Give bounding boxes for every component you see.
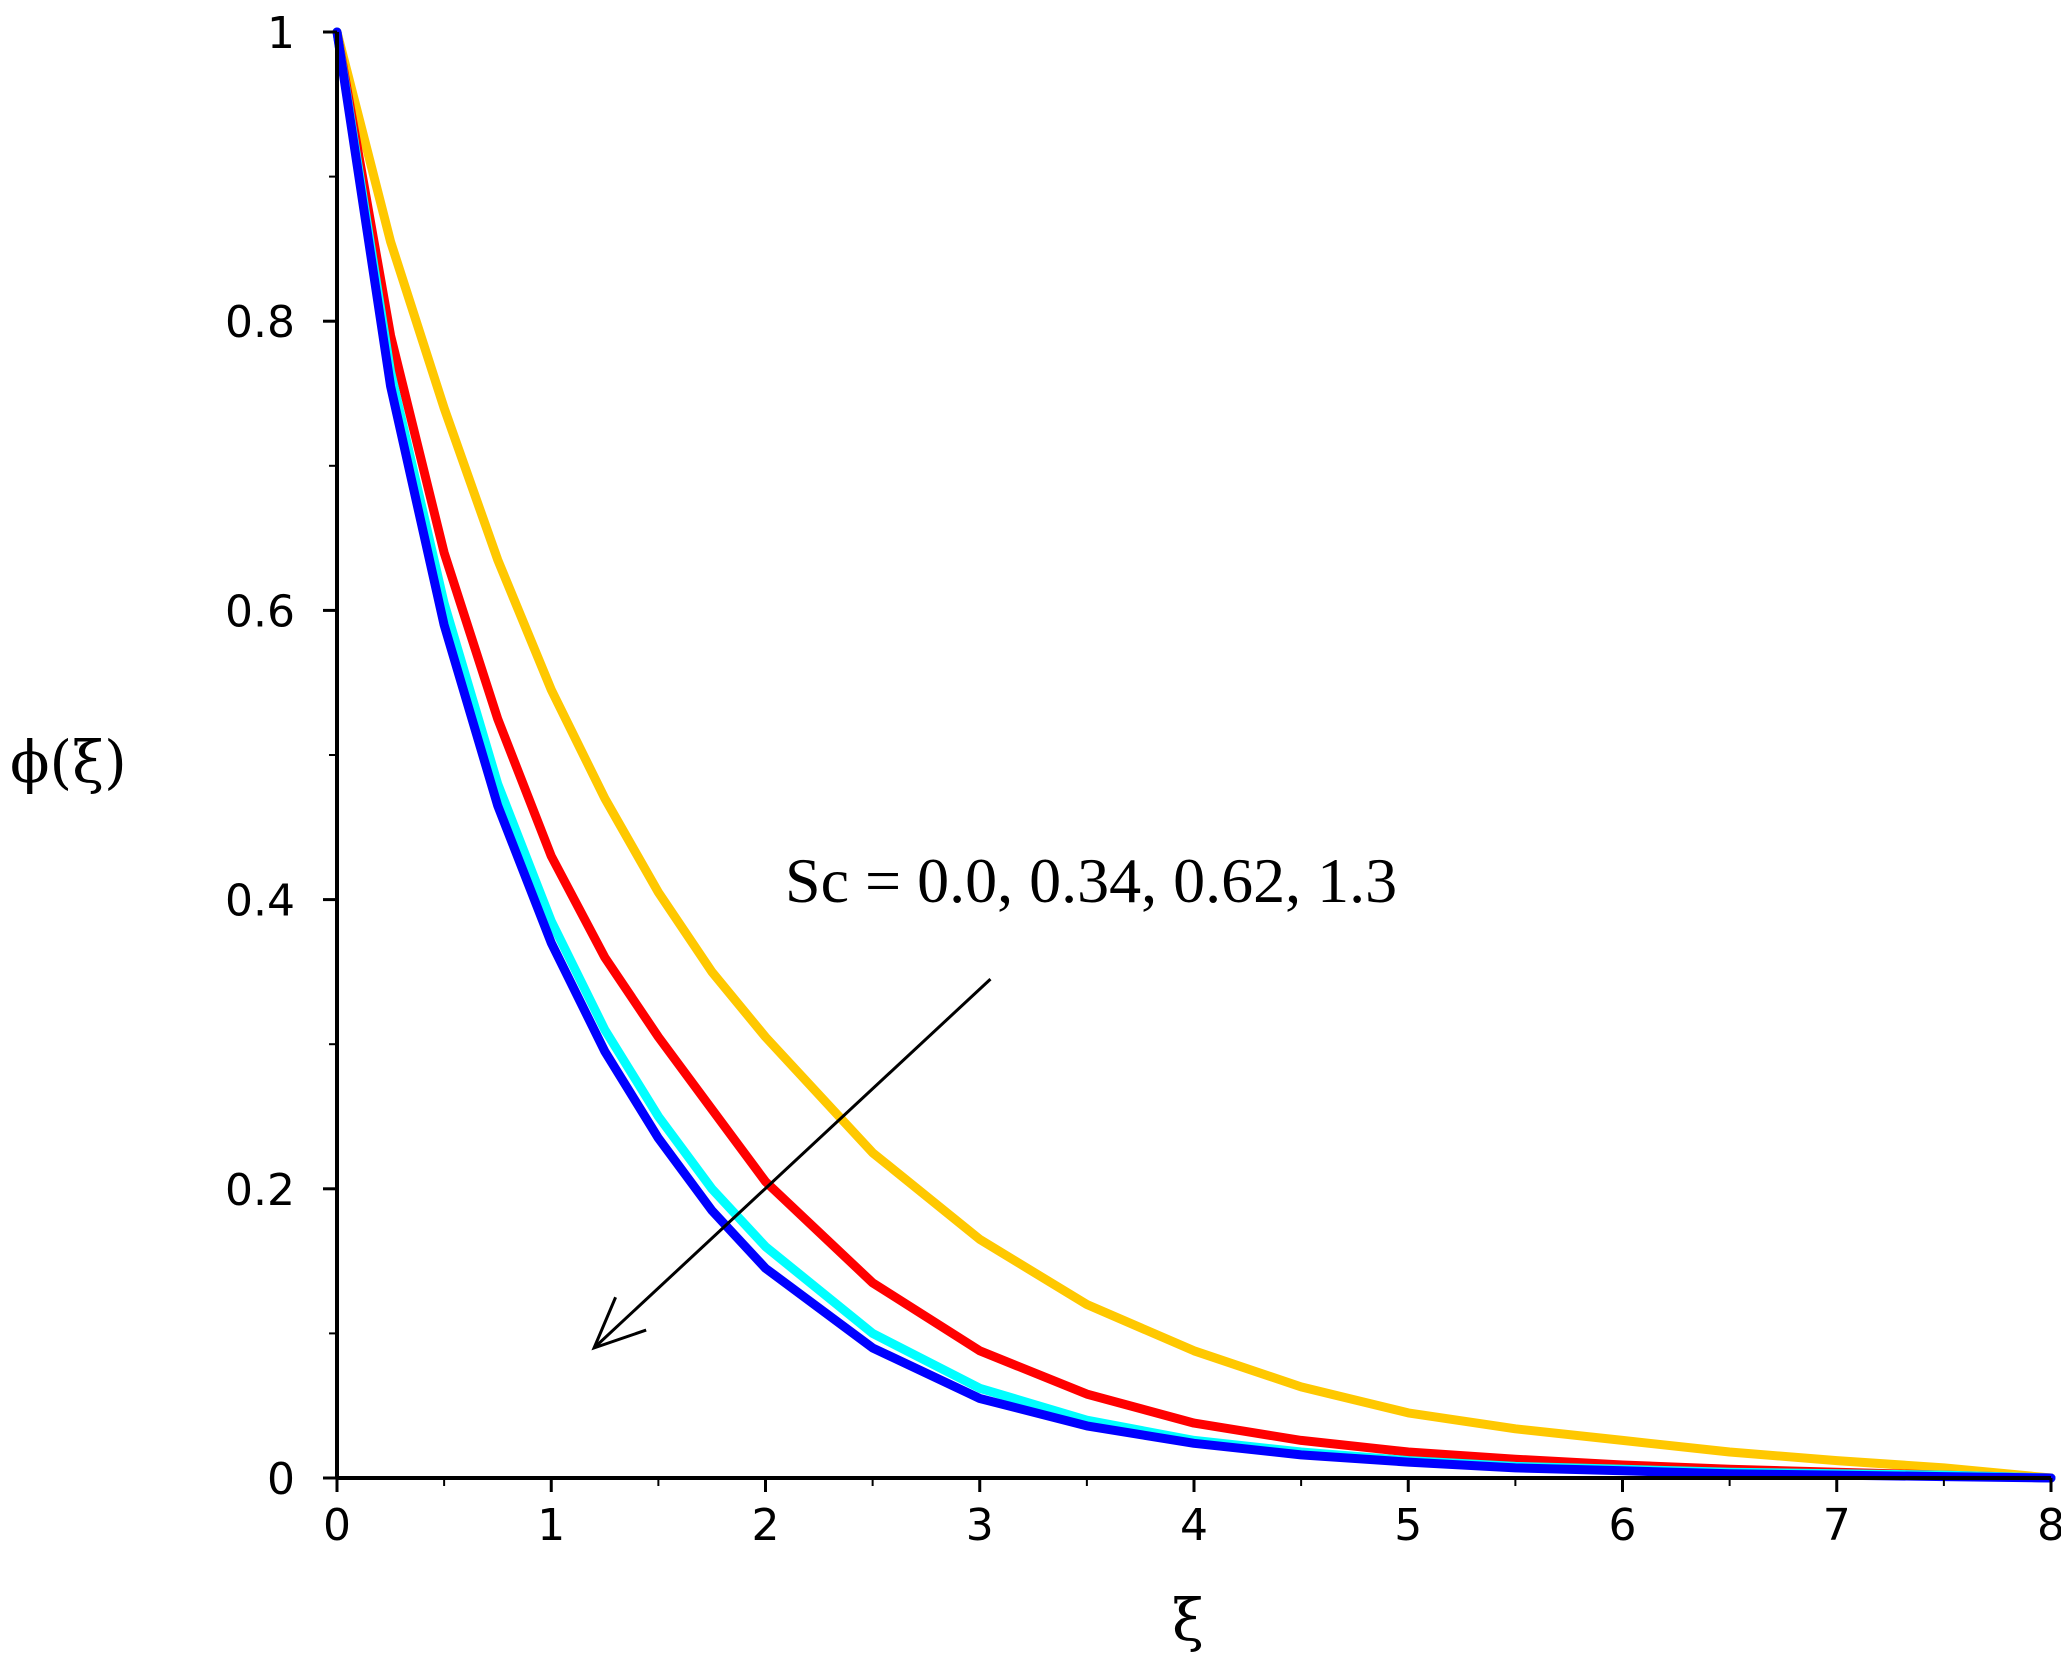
x-tick-label: 1 [537, 1500, 565, 1551]
y-tick-label: 0.2 [225, 1165, 295, 1216]
y-tick-label: 0.4 [225, 876, 295, 927]
x-axis-title: ξ [1172, 1586, 1204, 1654]
y-axis-title: ϕ(ξ) [10, 728, 127, 796]
x-tick-label: 4 [1180, 1500, 1208, 1551]
ticks: 0 1 2 3 4 5 6 7 8 0 0.2 0.4 0.6 0.8 1 [225, 8, 2061, 1551]
axes [335, 32, 2051, 1480]
annotation-arrowhead [591, 1296, 647, 1351]
y-tick-label: 0.8 [225, 297, 295, 348]
annotation-arrow-line [593, 978, 992, 1349]
series-line-1 [332, 27, 2056, 1483]
series-line-3 [332, 27, 2056, 1483]
series-layer [332, 27, 2056, 1483]
annotation: Sc = 0.0, 0.34, 0.62, 1.3 [591, 845, 1397, 1351]
y-tick-label: 0 [267, 1454, 295, 1505]
x-tick-label: 6 [1609, 1500, 1637, 1551]
x-tick-label: 5 [1394, 1500, 1422, 1551]
series-line-4 [332, 27, 2056, 1483]
x-tick-label: 3 [966, 1500, 994, 1551]
x-tick-label: 7 [1823, 1500, 1851, 1551]
x-tick-label: 0 [323, 1500, 351, 1551]
y-tick-label: 0.6 [225, 586, 295, 637]
y-tick-label: 1 [267, 8, 295, 59]
x-tick-label: 8 [2037, 1500, 2061, 1551]
sc-annotation-label: Sc = 0.0, 0.34, 0.62, 1.3 [785, 845, 1397, 916]
series-line-2 [332, 27, 2056, 1483]
x-tick-label: 2 [752, 1500, 780, 1551]
